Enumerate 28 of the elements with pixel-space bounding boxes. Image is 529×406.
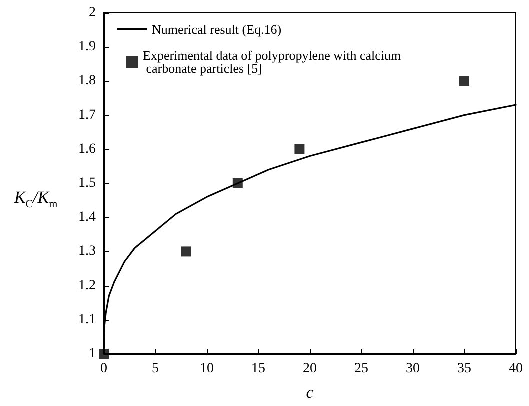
x-tick-label: 5 [152, 362, 159, 376]
y-tick-label: 1 [89, 346, 96, 362]
point [181, 246, 192, 257]
point [460, 76, 470, 86]
x-tick-label: 20 [303, 362, 317, 376]
y-tick-label: 1.7 [78, 108, 96, 123]
x-tick-label: 35 [458, 362, 472, 376]
y-tick-label: 1.5 [78, 176, 96, 191]
x-tick-label: 40 [509, 362, 523, 376]
x-tick-label: 30 [406, 362, 420, 376]
y-tick-label: 1.8 [78, 74, 96, 89]
y-tick-label: 1.2 [78, 278, 96, 294]
y-tick-label: 1.3 [78, 244, 96, 260]
point [294, 144, 305, 154]
x-tick-label: 25 [354, 362, 368, 376]
legend-label: Experimental data of polypropylene with calcium carbonate particles [5] [143, 48, 402, 76]
legend-label: Numerical result (Eq.16) [152, 22, 282, 37]
y-tick-label: 1.9 [78, 40, 96, 55]
x-tick-label: 0 [100, 362, 108, 376]
x-tick-label: 15 [252, 362, 266, 376]
y-tick-label: 1.6 [78, 142, 96, 157]
y-axis-title: K$_{C}$/K$_{m}$ [13, 188, 59, 210]
y-tick-label: 1.1 [78, 312, 96, 328]
x-tick-label: 10 [200, 362, 214, 376]
y-tick-label: 1.4 [78, 210, 96, 226]
x-axis-title: c [306, 383, 314, 402]
point [99, 349, 109, 359]
y-tick-label: 2 [89, 6, 96, 20]
